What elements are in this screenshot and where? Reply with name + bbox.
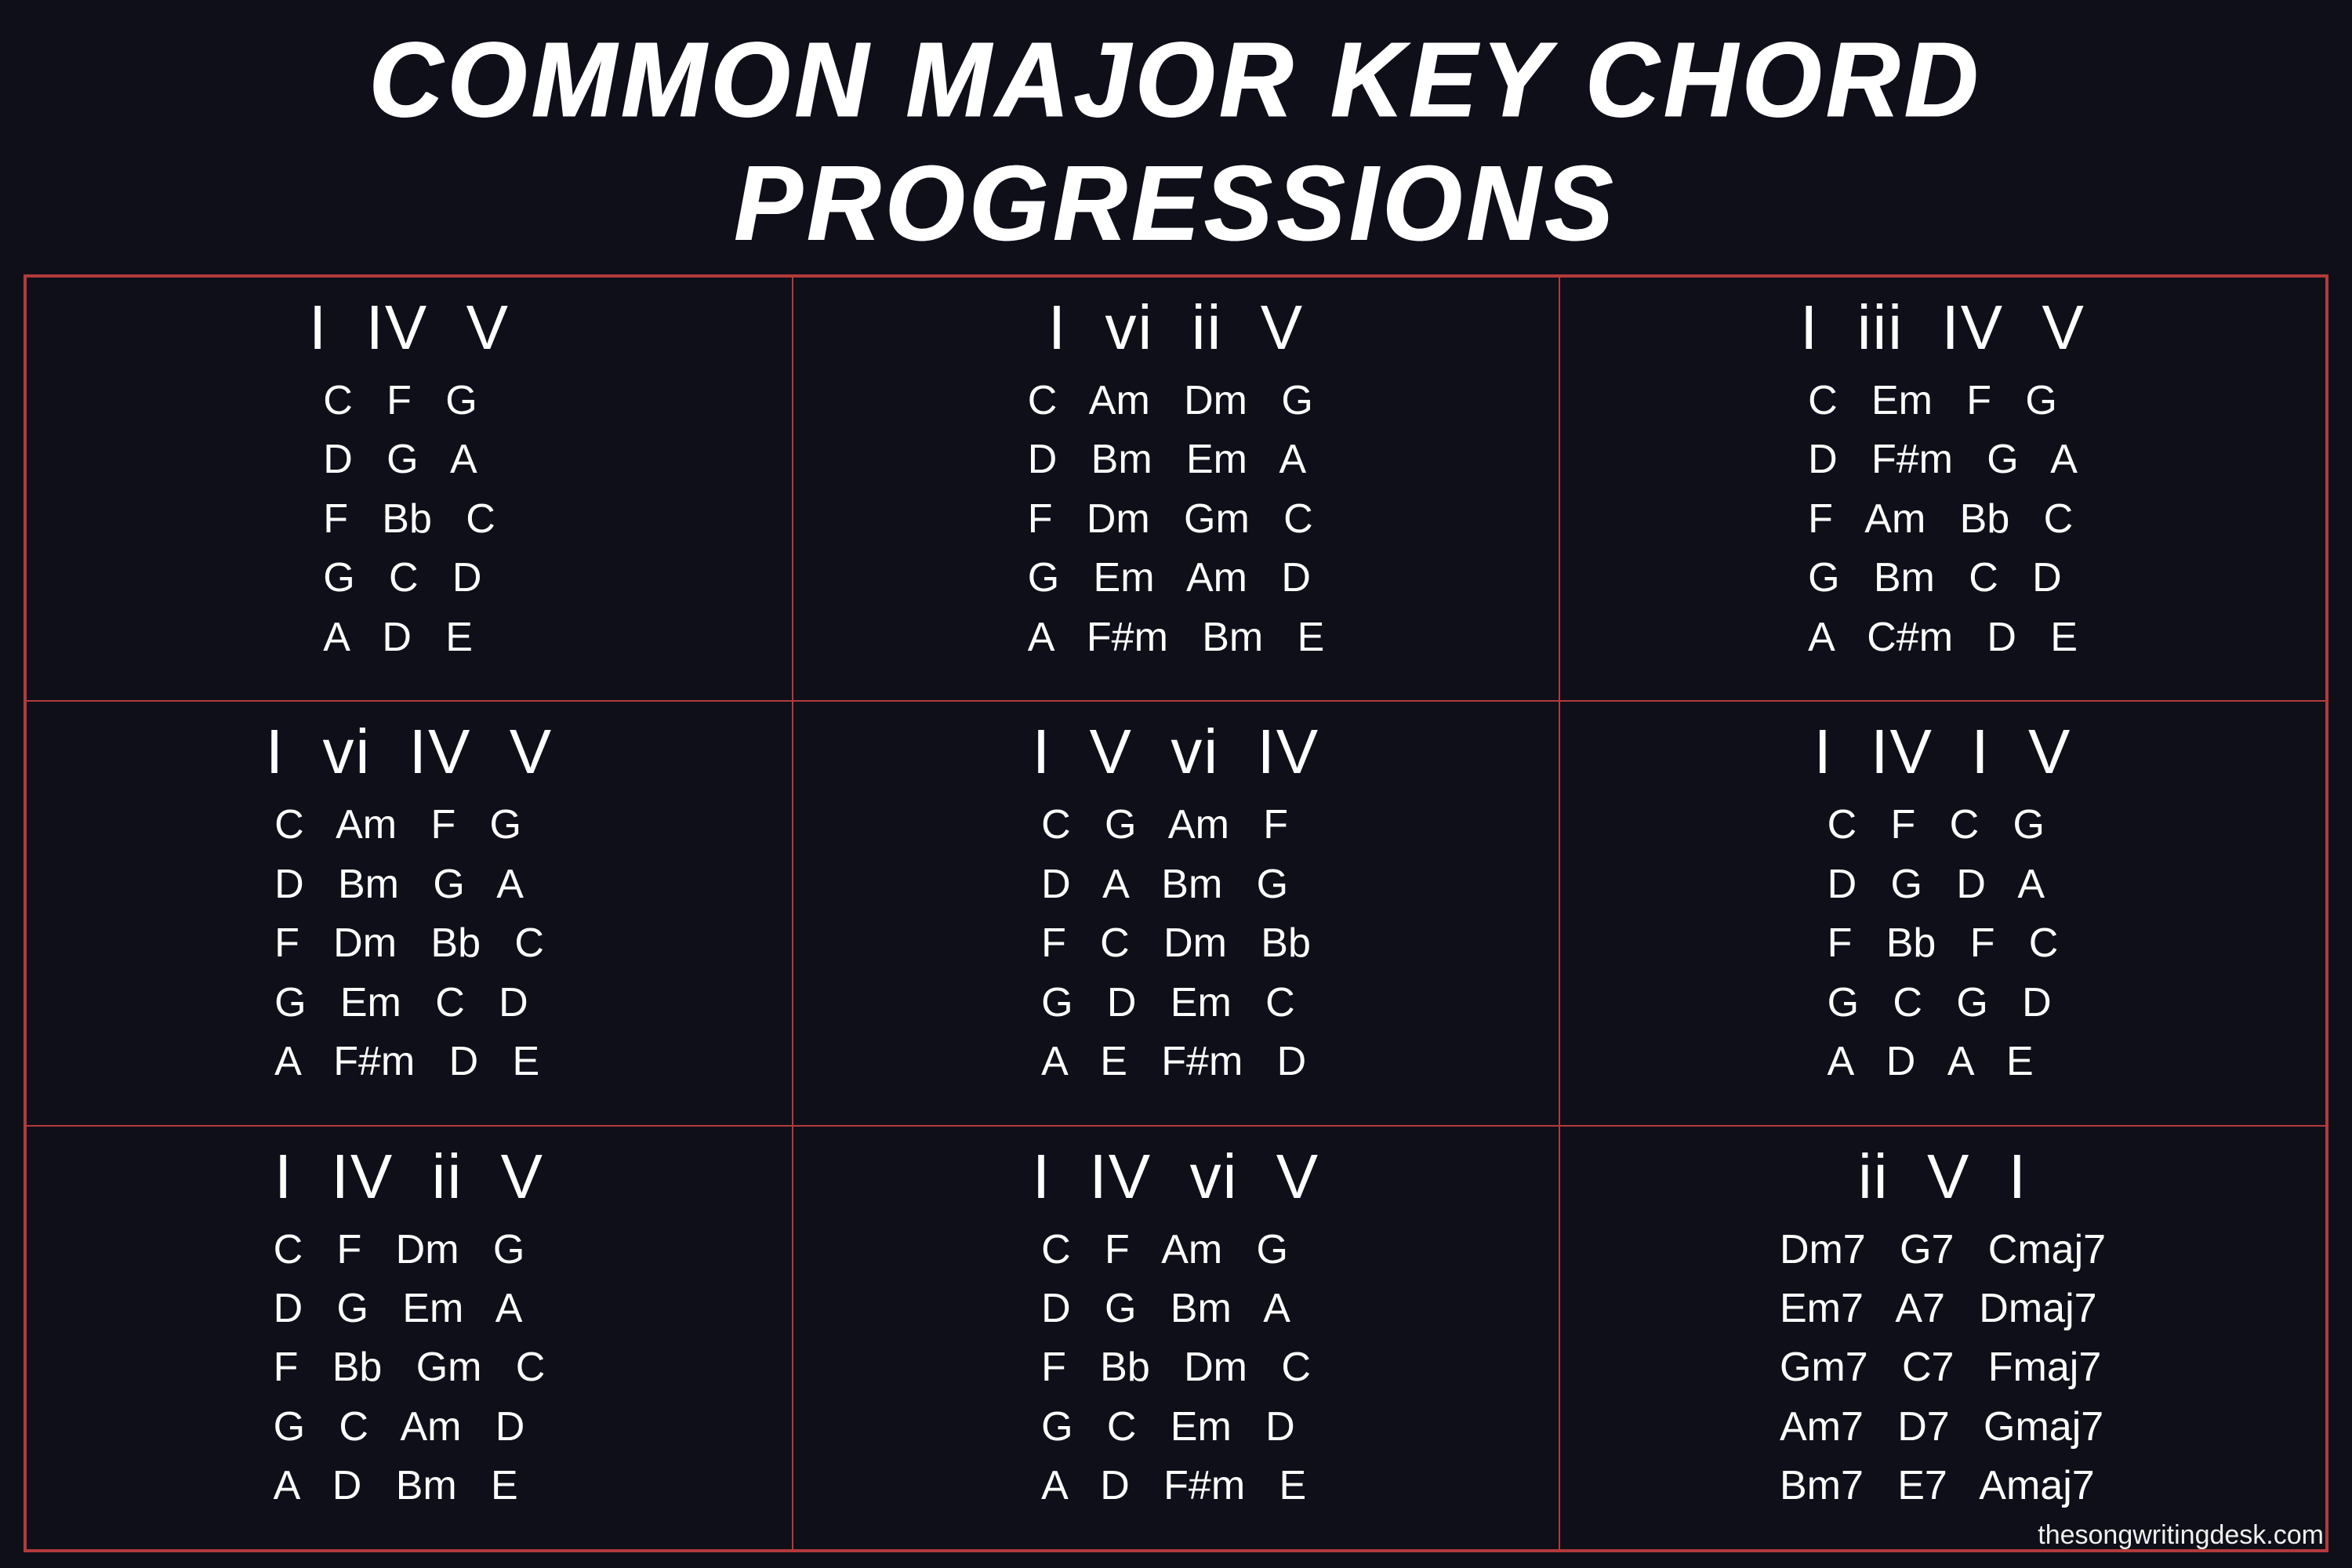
- variant-row: A C#m D E: [1808, 608, 2078, 667]
- variants-list: C F Am GD G Bm AF Bb Dm CG C Em DA D F#m…: [1041, 1221, 1311, 1516]
- progression-roman: I IV vi V: [1033, 1141, 1319, 1213]
- variant-row: F Bb Gm C: [274, 1338, 546, 1397]
- variant-row: D A Bm G: [1041, 855, 1288, 914]
- progression-cell: I IV ii V C F Dm GD G Em AF Bb Gm CG C Am…: [26, 1126, 793, 1550]
- variant-row: D G Em A: [274, 1279, 523, 1338]
- variants-list: C F GD G AF Bb CG C DA D E: [323, 372, 495, 667]
- variant-row: C F G: [323, 372, 477, 430]
- progression-roman: I IV V: [309, 292, 510, 364]
- variant-row: A F#m Bm E: [1028, 608, 1325, 667]
- variant-row: C G Am F: [1041, 796, 1288, 855]
- variant-row: A E F#m D: [1041, 1033, 1306, 1091]
- progression-roman: I iii IV V: [1800, 292, 2085, 364]
- variant-row: G Bm C D: [1808, 549, 2062, 608]
- variant-row: G C D: [323, 549, 481, 608]
- variants-list: C Am Dm GD Bm Em AF Dm Gm CG Em Am DA F#…: [1028, 372, 1325, 667]
- progression-cell: I IV V C F GD G AF Bb CG C DA D E: [26, 277, 793, 701]
- variants-list: C Am F GD Bm G AF Dm Bb CG Em C DA F#m D…: [274, 796, 544, 1091]
- variant-row: C Em F G: [1808, 372, 2057, 430]
- variant-row: G C G D: [1828, 974, 2052, 1033]
- variant-row: D G Bm A: [1041, 1279, 1290, 1338]
- variant-row: F Am Bb C: [1808, 490, 2073, 549]
- variant-row: G D Em C: [1041, 974, 1295, 1033]
- variant-row: D Bm Em A: [1028, 430, 1306, 489]
- variant-row: G Em Am D: [1028, 549, 1311, 608]
- progression-cell: I iii IV V C Em F GD F#m G AF Am Bb CG Bm…: [1559, 277, 2326, 701]
- variant-row: G C Am D: [274, 1398, 525, 1457]
- variant-row: F Bb F C: [1828, 914, 2059, 973]
- progression-roman: I IV ii V: [274, 1141, 544, 1213]
- variant-row: D G A: [323, 430, 477, 489]
- variants-list: Dm7 G7 Cmaj7Em7 A7 Dmaj7Gm7 C7 Fmaj7Am7 …: [1780, 1221, 2106, 1516]
- variant-row: Em7 A7 Dmaj7: [1780, 1279, 2097, 1338]
- variant-row: F Dm Bb C: [274, 914, 544, 973]
- variant-row: Bm7 E7 Amaj7: [1780, 1457, 2095, 1515]
- page: COMMON MAJOR KEY CHORD PROGRESSIONS I IV…: [0, 0, 2352, 1568]
- progression-cell: I vi IV V C Am F GD Bm G AF Dm Bb CG Em C…: [26, 701, 793, 1125]
- progression-cell: I IV I V C F C GD G D AF Bb F CG C G DA D…: [1559, 701, 2326, 1125]
- variant-row: Dm7 G7 Cmaj7: [1780, 1221, 2106, 1279]
- page-title: COMMON MAJOR KEY CHORD PROGRESSIONS: [24, 18, 2328, 265]
- progression-cell: ii V I Dm7 G7 Cmaj7Em7 A7 Dmaj7Gm7 C7 Fma…: [1559, 1126, 2326, 1550]
- progression-roman: ii V I: [1858, 1141, 2027, 1213]
- variant-row: G Em C D: [274, 974, 528, 1033]
- variant-row: C Am Dm G: [1028, 372, 1313, 430]
- progression-cell: I vi ii V C Am Dm GD Bm Em AF Dm Gm CG Em…: [793, 277, 1559, 701]
- variant-row: F Dm Gm C: [1028, 490, 1313, 549]
- progression-roman: I V vi IV: [1033, 716, 1319, 788]
- variant-row: D F#m G A: [1808, 430, 2078, 489]
- progression-roman: I vi ii V: [1048, 292, 1304, 364]
- variant-row: A D E: [323, 608, 473, 667]
- variant-row: D G D A: [1828, 855, 2045, 914]
- progression-roman: I IV I V: [1814, 716, 2072, 788]
- variants-list: C Em F GD F#m G AF Am Bb CG Bm C DA C#m …: [1808, 372, 2078, 667]
- variant-row: D Bm G A: [274, 855, 524, 914]
- variant-row: A D F#m E: [1041, 1457, 1306, 1515]
- variant-row: G C Em D: [1041, 1398, 1295, 1457]
- progressions-grid: I IV V C F GD G AF Bb CG C DA D E I vi ii …: [24, 274, 2328, 1552]
- variants-list: C F C GD G D AF Bb F CG C G DA D A E: [1828, 796, 2059, 1091]
- progression-roman: I vi IV V: [266, 716, 553, 788]
- variant-row: F Bb C: [323, 490, 495, 549]
- variants-list: C F Dm GD G Em AF Bb Gm CG C Am DA D Bm …: [274, 1221, 546, 1516]
- progression-cell: I IV vi V C F Am GD G Bm AF Bb Dm CG C Em…: [793, 1126, 1559, 1550]
- variant-row: A F#m D E: [274, 1033, 539, 1091]
- variant-row: Gm7 C7 Fmaj7: [1780, 1338, 2101, 1397]
- variants-list: C G Am FD A Bm GF C Dm BbG D Em CA E F#m…: [1041, 796, 1311, 1091]
- progression-cell: I V vi IV C G Am FD A Bm GF C Dm BbG D Em…: [793, 701, 1559, 1125]
- variant-row: A D Bm E: [274, 1457, 518, 1515]
- variant-row: C F Dm G: [274, 1221, 525, 1279]
- variant-row: C F Am G: [1041, 1221, 1288, 1279]
- variant-row: C Am F G: [274, 796, 521, 855]
- credit-text: thesongwritingdesk.com: [2038, 1520, 2324, 1551]
- variant-row: F C Dm Bb: [1041, 914, 1311, 973]
- variant-row: A D A E: [1828, 1033, 2034, 1091]
- variant-row: C F C G: [1828, 796, 2045, 855]
- variant-row: Am7 D7 Gmaj7: [1780, 1398, 2103, 1457]
- variant-row: F Bb Dm C: [1041, 1338, 1311, 1397]
